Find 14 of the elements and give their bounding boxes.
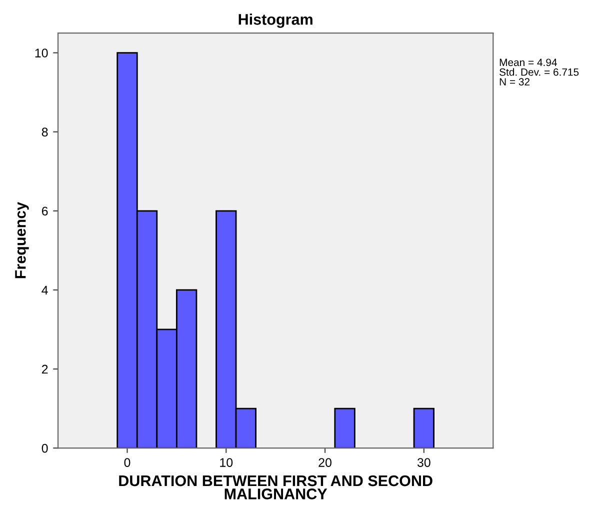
y-tick-label: 6: [42, 206, 48, 216]
y-axis-title: Frequency: [15, 202, 29, 278]
y-tick-label: 0: [42, 444, 48, 453]
y-tick-label: 10: [35, 48, 48, 58]
y-tick-label: 4: [42, 286, 48, 294]
y-tick-label: 2: [42, 364, 48, 374]
chart-title: Histogram: [238, 14, 312, 28]
x-tick-label: 10: [220, 458, 233, 467]
x-axis-title: DURATION BETWEEN FIRST AND SECOND MALIGNANCY: [119, 475, 432, 500]
x-tick-label: 20: [318, 458, 332, 467]
y-tick-label: 8: [42, 128, 48, 136]
x-tick-label: 0: [124, 458, 130, 467]
text: Mean = 4.94 Std. Dev. = 6.715 N = 32: [500, 58, 579, 86]
x-tick-label: 30: [417, 458, 430, 467]
